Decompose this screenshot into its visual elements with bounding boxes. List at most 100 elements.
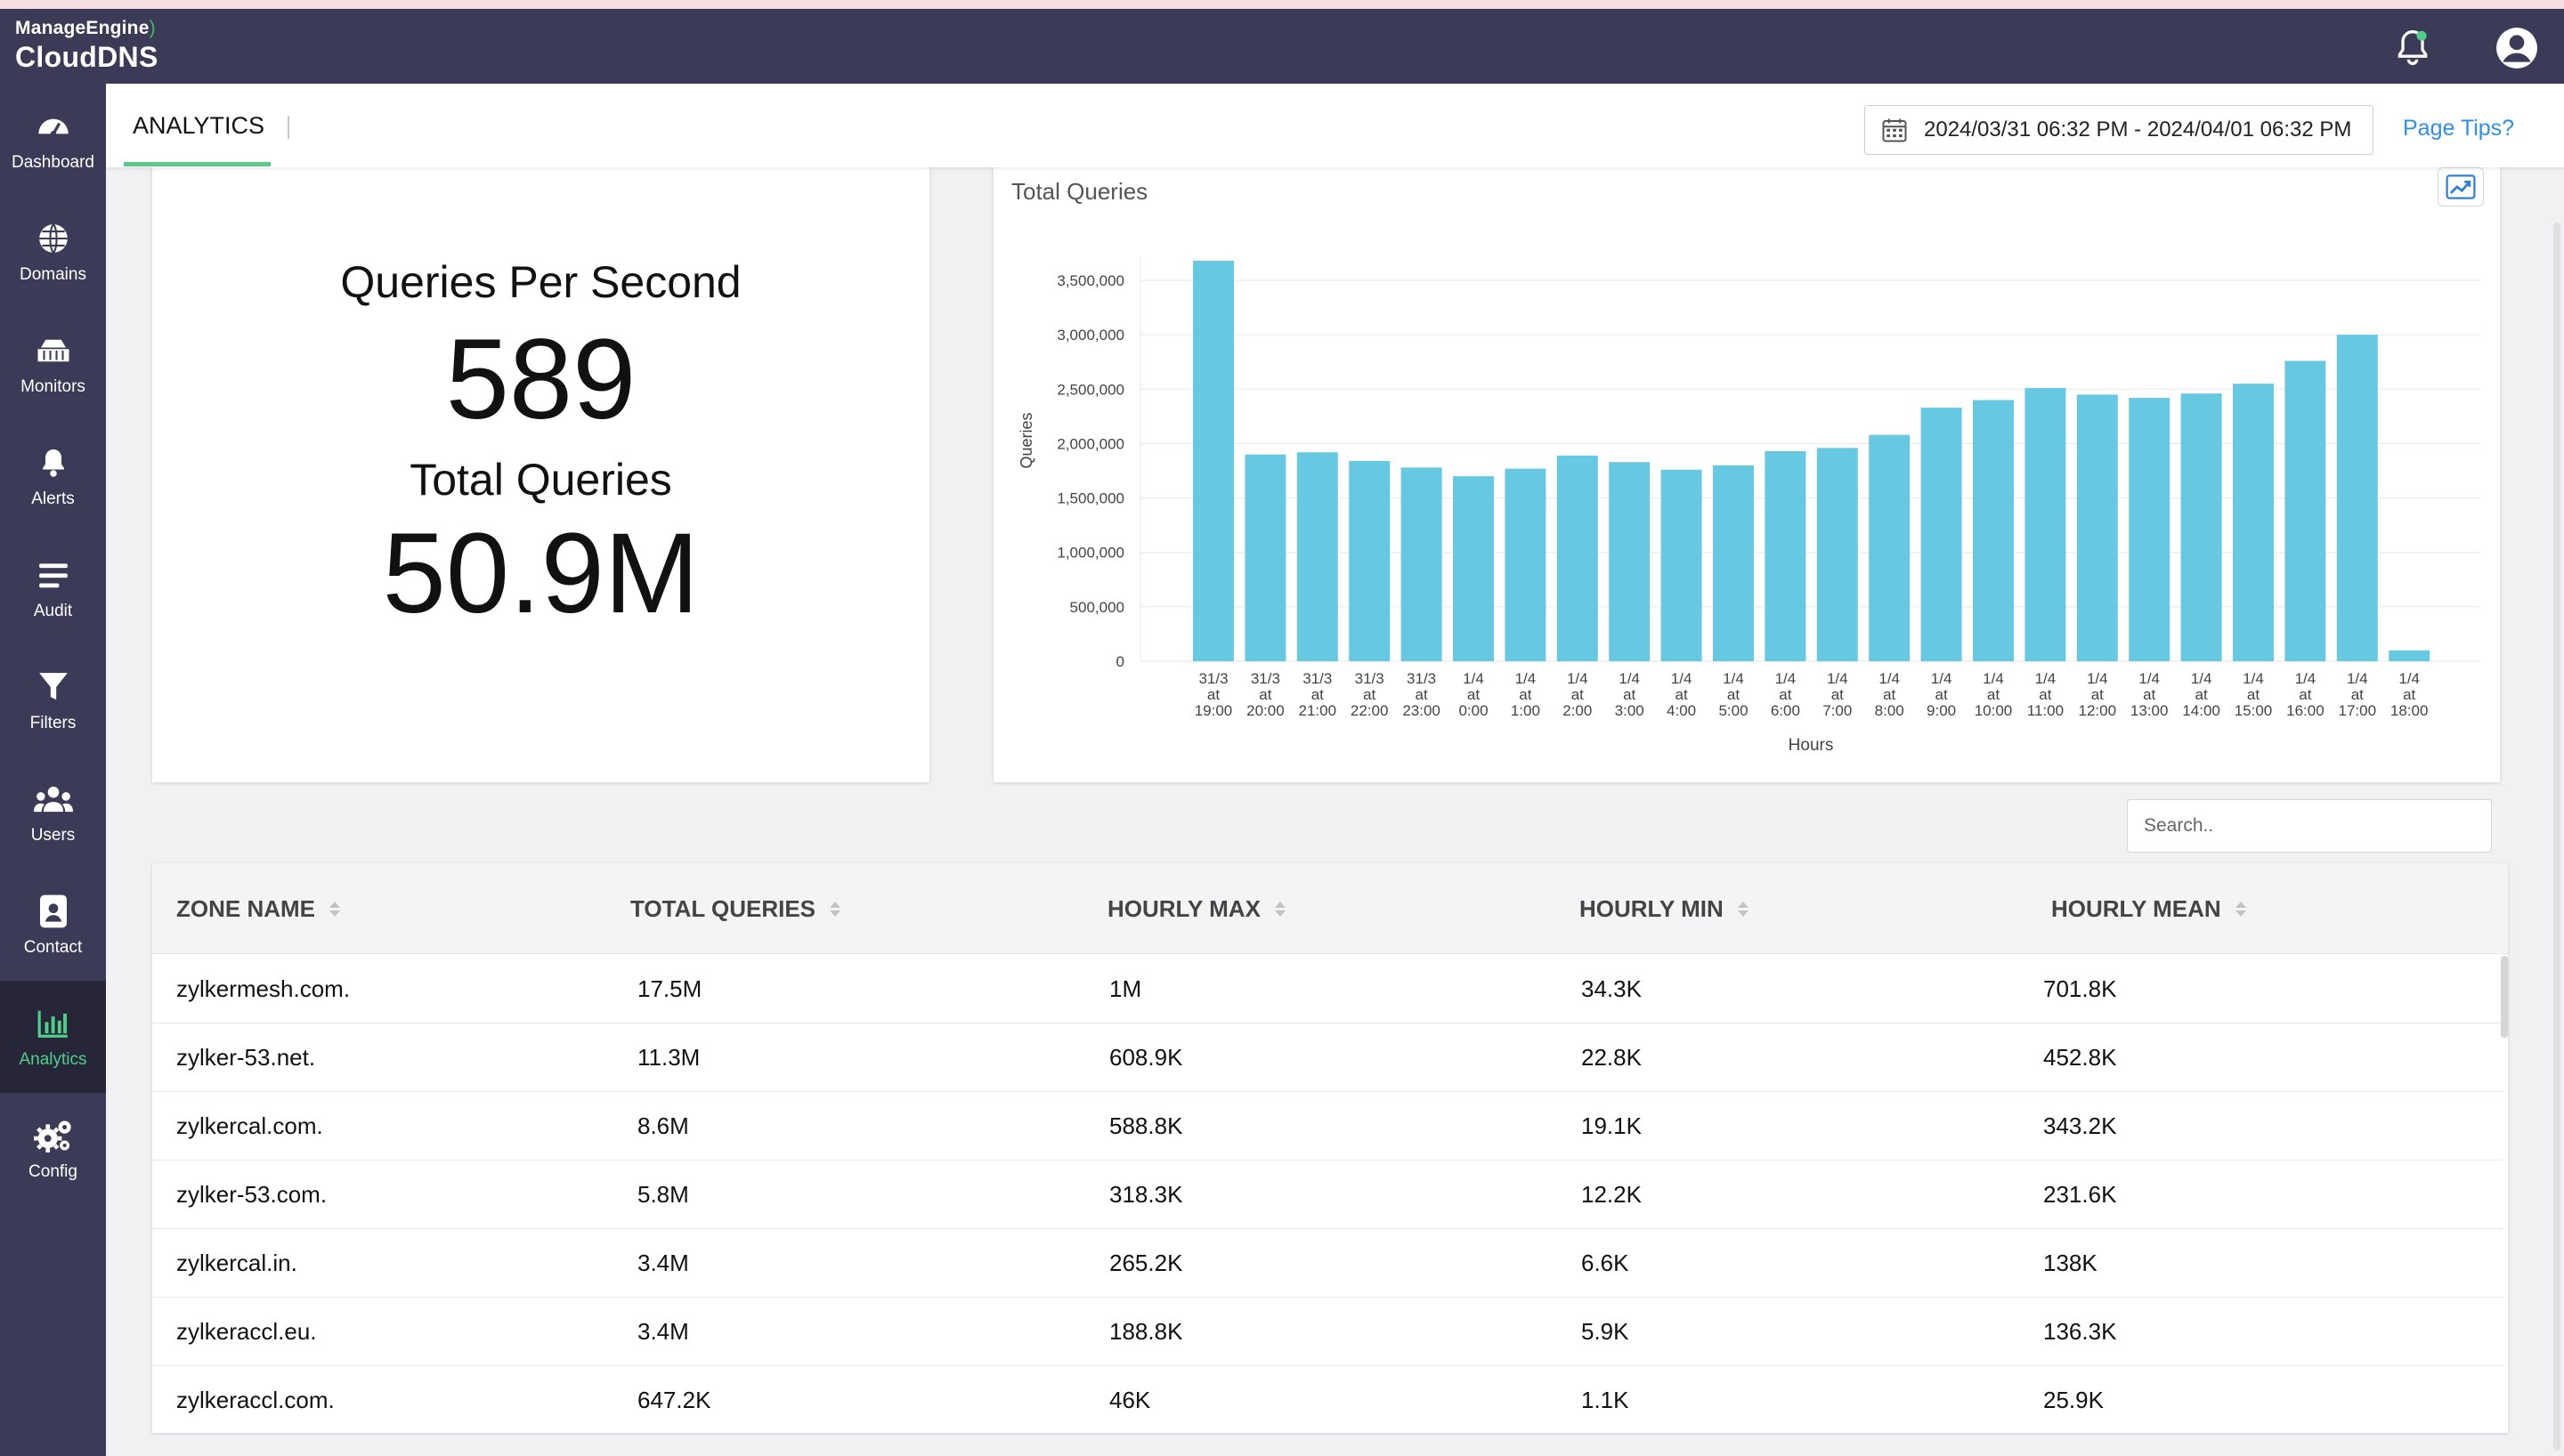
sidebar-item-filters[interactable]: Filters: [0, 644, 106, 756]
zone-name-cell: zylkercal.com.: [176, 1112, 323, 1139]
chart-bar[interactable]: [1869, 434, 1911, 661]
chart-type-toggle-button[interactable]: [2438, 167, 2484, 206]
chart-bar[interactable]: [1556, 455, 1598, 661]
chart-bar[interactable]: [1193, 260, 1234, 661]
speedometer-icon: [34, 107, 73, 146]
zone-name-cell: zylkermesh.com.: [176, 975, 351, 1002]
page-scrollbar[interactable]: [2553, 222, 2560, 1451]
user-avatar-icon[interactable]: [2492, 23, 2542, 73]
sort-icon[interactable]: [329, 901, 340, 917]
notification-bell-icon[interactable]: [2388, 23, 2438, 73]
monitor-icon: [34, 331, 73, 370]
hourly-min-cell: 22.8K: [1581, 1044, 1642, 1071]
column-header-hourly-mean[interactable]: HOURLY MEAN: [2051, 863, 2246, 954]
x-tick-label: 1/4 at 3:00: [1615, 670, 1644, 719]
chart-bar[interactable]: [2076, 394, 2118, 661]
date-range-text: 2024/03/31 06:32 PM - 2024/04/01 06:32 P…: [1924, 117, 2352, 142]
sidebar-item-label: Filters: [29, 714, 77, 732]
x-tick-label: 1/4 at 6:00: [1771, 670, 1800, 719]
chart-bar[interactable]: [1505, 468, 1546, 661]
table-row[interactable]: zylker-53.com. 5.8M 318.3K 12.2K 231.6K: [152, 1161, 2503, 1229]
chart-bar[interactable]: [2233, 384, 2274, 661]
chart-bar[interactable]: [1400, 467, 1442, 661]
sidebar-item-audit[interactable]: Audit: [0, 532, 106, 644]
table-row[interactable]: zylkeraccl.eu. 3.4M 188.8K 5.9K 136.3K: [152, 1298, 2503, 1366]
total-queries-cell: 17.5M: [637, 975, 702, 1002]
x-tick-label: 1/4 at 0:00: [1458, 670, 1488, 719]
y-tick-label: 2,500,000: [1057, 381, 1124, 398]
chart-bar[interactable]: [2180, 393, 2222, 661]
globe-icon: [34, 219, 73, 258]
chart-bar[interactable]: [2129, 398, 2170, 661]
chart-bar[interactable]: [1920, 408, 1962, 661]
sort-icon[interactable]: [1274, 901, 1286, 917]
column-header-label: ZONE NAME: [176, 894, 315, 922]
table-search-input[interactable]: [2127, 799, 2492, 853]
chart-bar[interactable]: [1816, 448, 1858, 661]
qps-label: Queries Per Second: [340, 257, 742, 307]
table-row[interactable]: zylkercal.com. 8.6M 588.8K 19.1K 343.2K: [152, 1092, 2503, 1161]
sort-icon[interactable]: [2235, 901, 2246, 917]
sidebar-item-domains[interactable]: Domains: [0, 196, 106, 308]
column-header-hourly-min[interactable]: HOURLY MIN: [1579, 863, 1749, 954]
sidebar-item-contact[interactable]: Contact: [0, 869, 106, 981]
sort-icon[interactable]: [1737, 901, 1749, 917]
column-header-zone-name[interactable]: ZONE NAME: [176, 863, 340, 954]
chart-bar[interactable]: [1765, 450, 1806, 661]
chart-bar[interactable]: [1453, 476, 1494, 661]
sidebar-item-config[interactable]: Config: [0, 1093, 106, 1205]
chart-bar[interactable]: [1349, 460, 1391, 661]
table-scrollbar[interactable]: [2501, 956, 2508, 1038]
chart-bar[interactable]: [1713, 465, 1754, 661]
chart-bar[interactable]: [1973, 400, 2014, 661]
hourly-min-cell: 12.2K: [1581, 1181, 1642, 1208]
sidebar: Dashboard Domains Monitors Alerts Audit …: [0, 84, 106, 1456]
x-axis-label: Hours: [1789, 736, 1834, 755]
total-queries-cell: 647.2K: [637, 1387, 711, 1413]
column-header-total-queries[interactable]: TOTAL QUERIES: [630, 863, 841, 954]
page-tips-link[interactable]: Page Tips?: [2403, 116, 2515, 141]
tab-analytics[interactable]: ANALYTICS: [133, 111, 265, 139]
sidebar-item-label: Analytics: [19, 1050, 87, 1069]
contact-card-icon: [34, 892, 73, 931]
table-row[interactable]: zylkermesh.com. 17.5M 1M 34.3K 701.8K: [152, 955, 2503, 1023]
brand-vendor: ManageEngine: [15, 18, 150, 38]
sidebar-item-alerts[interactable]: Alerts: [0, 420, 106, 532]
chart-bar[interactable]: [1609, 462, 1651, 661]
hourly-mean-cell: 452.8K: [2043, 1044, 2117, 1071]
table-row[interactable]: zylker-53.net. 11.3M 608.9K 22.8K 452.8K: [152, 1023, 2503, 1092]
brand-logo[interactable]: ManageEngine) CloudDNS: [15, 18, 158, 74]
hourly-max-cell: 588.8K: [1109, 1112, 1183, 1139]
sidebar-item-monitors[interactable]: Monitors: [0, 308, 106, 420]
column-header-label: HOURLY MEAN: [2051, 894, 2221, 922]
qps-value: 589: [445, 316, 637, 443]
y-tick-label: 1,000,000: [1057, 545, 1124, 562]
column-header-hourly-max[interactable]: HOURLY MAX: [1108, 863, 1286, 954]
chart-bar[interactable]: [1296, 452, 1338, 661]
y-tick-label: 1,500,000: [1057, 490, 1124, 507]
sidebar-item-dashboard[interactable]: Dashboard: [0, 84, 106, 196]
sort-icon[interactable]: [830, 901, 841, 917]
chart-bar[interactable]: [1660, 469, 1702, 661]
chart-bar[interactable]: [1245, 454, 1286, 661]
table-row[interactable]: zylkeraccl.com. 647.2K 46K 1.1K 25.9K: [152, 1366, 2503, 1433]
sidebar-item-label: Audit: [33, 602, 73, 620]
hourly-min-cell: 6.6K: [1581, 1250, 1629, 1276]
sidebar-item-analytics[interactable]: Analytics: [0, 981, 106, 1093]
sidebar-item-users[interactable]: Users: [0, 756, 106, 869]
logo-arc-icon: ): [149, 18, 156, 38]
hourly-max-cell: 188.8K: [1109, 1318, 1183, 1345]
chart-bar[interactable]: [2389, 650, 2430, 661]
table-row[interactable]: zylkercal.in. 3.4M 265.2K 6.6K 138K: [152, 1229, 2503, 1298]
page-toolbar: ANALYTICS 2024/03/31 06:32 PM - 2024/04/…: [106, 84, 2564, 167]
chart-bar[interactable]: [2284, 360, 2326, 661]
chart-bar[interactable]: [2024, 388, 2066, 661]
x-tick-label: 1/4 at 17:00: [2339, 670, 2377, 719]
hourly-min-cell: 5.9K: [1581, 1318, 1629, 1345]
hourly-min-cell: 19.1K: [1581, 1112, 1642, 1139]
chart-title: Total Queries: [1011, 178, 1148, 205]
column-header-label: TOTAL QUERIES: [630, 894, 816, 922]
date-range-picker[interactable]: 2024/03/31 06:32 PM - 2024/04/01 06:32 P…: [1864, 105, 2373, 155]
sidebar-item-label: Monitors: [20, 377, 85, 396]
chart-bar[interactable]: [2336, 335, 2378, 661]
